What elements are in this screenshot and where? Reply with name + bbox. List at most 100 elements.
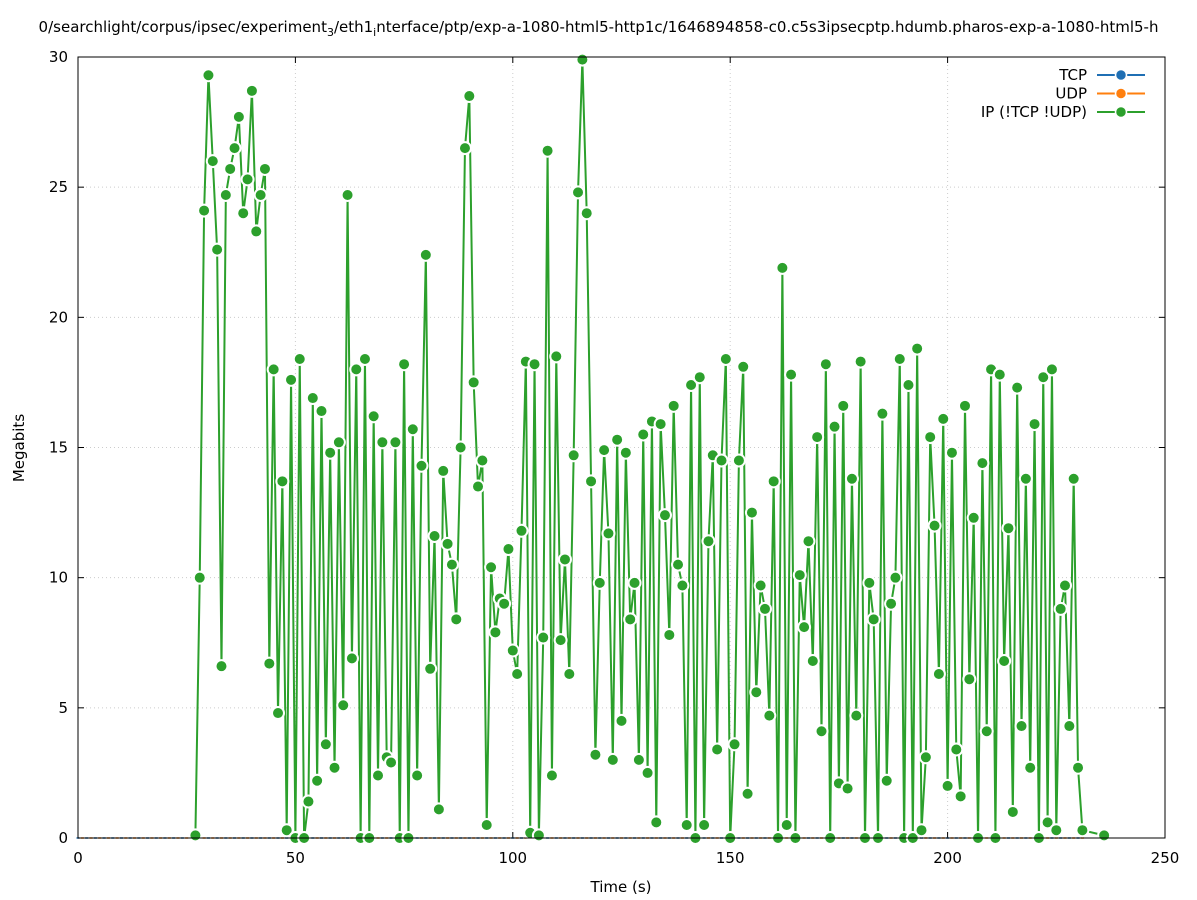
ip-data-point xyxy=(1049,823,1064,838)
x-tick-label: 150 xyxy=(716,849,745,867)
ip-data-point xyxy=(1062,719,1077,734)
ip-data-point xyxy=(266,362,281,377)
ip-data-point xyxy=(779,817,794,832)
ip-data-point xyxy=(979,724,994,739)
ip-data-point xyxy=(914,823,929,838)
ip-data-point xyxy=(292,351,307,366)
ip-data-point xyxy=(410,768,425,783)
ip-series xyxy=(188,52,1112,845)
ip-data-point xyxy=(453,440,468,455)
ip-data-point xyxy=(414,458,429,473)
ip-data-point xyxy=(497,596,512,611)
ip-data-point xyxy=(1075,823,1090,838)
y-axis-label: Megabits xyxy=(10,414,28,482)
legend-marker xyxy=(1114,105,1128,119)
y-tick-label: 0 xyxy=(58,829,68,847)
ip-data-point xyxy=(597,443,612,458)
ip-data-point xyxy=(918,750,933,765)
y-tick-label: 15 xyxy=(49,439,68,457)
ip-data-point xyxy=(784,367,799,382)
ip-data-point xyxy=(1005,804,1020,819)
ip-data-point xyxy=(257,161,272,176)
ip-data-point xyxy=(223,161,238,176)
ip-data-point xyxy=(901,378,916,393)
ip-data-point xyxy=(557,552,572,567)
ip-data-point xyxy=(236,206,251,221)
title-part: /eth1 xyxy=(333,18,374,36)
title-subscript: i xyxy=(373,26,377,39)
x-axis-label: Time (s) xyxy=(590,878,652,896)
ip-data-point xyxy=(475,453,490,468)
ip-data-point xyxy=(592,575,607,590)
legend-label: UDP xyxy=(1055,85,1087,103)
axis-ticks: 0 50 100 150 200 250 0 5 10 15 20 25 30 xyxy=(49,48,1179,867)
ip-data-point xyxy=(714,453,729,468)
ip-data-point xyxy=(405,422,420,437)
ip-data-point xyxy=(1040,815,1055,830)
ip-data-point xyxy=(427,529,442,544)
ip-data-point xyxy=(827,419,842,434)
ip-data-point xyxy=(366,409,381,424)
y-tick-label: 10 xyxy=(49,569,68,587)
ip-data-point xyxy=(227,141,242,156)
ip-data-point xyxy=(1044,362,1059,377)
ip-data-point xyxy=(484,560,499,575)
ip-data-point xyxy=(275,474,290,489)
ip-data-point xyxy=(549,349,564,364)
ip-data-point xyxy=(318,737,333,752)
ip-data-point xyxy=(444,557,459,572)
ip-data-point xyxy=(244,83,259,98)
ip-data-point xyxy=(849,708,864,723)
ip-data-point xyxy=(614,713,629,728)
x-tick-label: 200 xyxy=(933,849,962,867)
y-tick-label: 25 xyxy=(49,178,68,196)
y-tick-label: 5 xyxy=(58,699,68,717)
ip-data-point xyxy=(1027,417,1042,432)
y-tick-label: 30 xyxy=(49,48,68,66)
ip-data-point xyxy=(875,406,890,421)
ip-data-point xyxy=(344,651,359,666)
ip-data-point xyxy=(544,768,559,783)
title-part: nterface/ptp/exp-a-1080-html5-http1c/164… xyxy=(376,18,1159,36)
ip-data-point xyxy=(1053,601,1068,616)
ip-data-point xyxy=(879,773,894,788)
ip-data-point xyxy=(1018,471,1033,486)
ip-data-point xyxy=(653,417,668,432)
ip-data-point xyxy=(188,828,203,843)
ip-data-point xyxy=(744,505,759,520)
legend-marker xyxy=(1114,68,1128,82)
ip-data-point xyxy=(710,742,725,757)
ip-data-point xyxy=(323,445,338,460)
ip-data-point xyxy=(692,370,707,385)
ip-data-point xyxy=(749,685,764,700)
ip-data-point xyxy=(888,570,903,585)
ip-data-point xyxy=(940,778,955,793)
ip-data-point xyxy=(618,445,633,460)
ip-data-point xyxy=(479,817,494,832)
ip-data-point xyxy=(201,68,216,83)
ip-data-point xyxy=(584,474,599,489)
ip-data-point xyxy=(775,260,790,275)
ip-data-point xyxy=(862,575,877,590)
ip-data-point xyxy=(1014,719,1029,734)
ip-data-point xyxy=(1097,828,1112,843)
ip-data-point xyxy=(844,471,859,486)
ip-data-point xyxy=(740,786,755,801)
ip-data-point xyxy=(457,141,472,156)
ip-data-point xyxy=(957,398,972,413)
ip-data-point xyxy=(840,781,855,796)
ip-data-point xyxy=(949,742,964,757)
ip-data-point xyxy=(649,815,664,830)
ip-series-line xyxy=(194,59,1105,839)
ip-data-point xyxy=(636,427,651,442)
ip-data-point xyxy=(384,755,399,770)
ip-data-point xyxy=(536,630,551,645)
ip-data-point xyxy=(701,534,716,549)
ip-data-point xyxy=(579,206,594,221)
ip-data-point xyxy=(1010,380,1025,395)
ip-data-point xyxy=(305,391,320,406)
ip-data-point xyxy=(575,52,590,67)
x-tick-label: 0 xyxy=(73,849,83,867)
ip-data-point xyxy=(836,398,851,413)
ip-data-point xyxy=(327,760,342,775)
